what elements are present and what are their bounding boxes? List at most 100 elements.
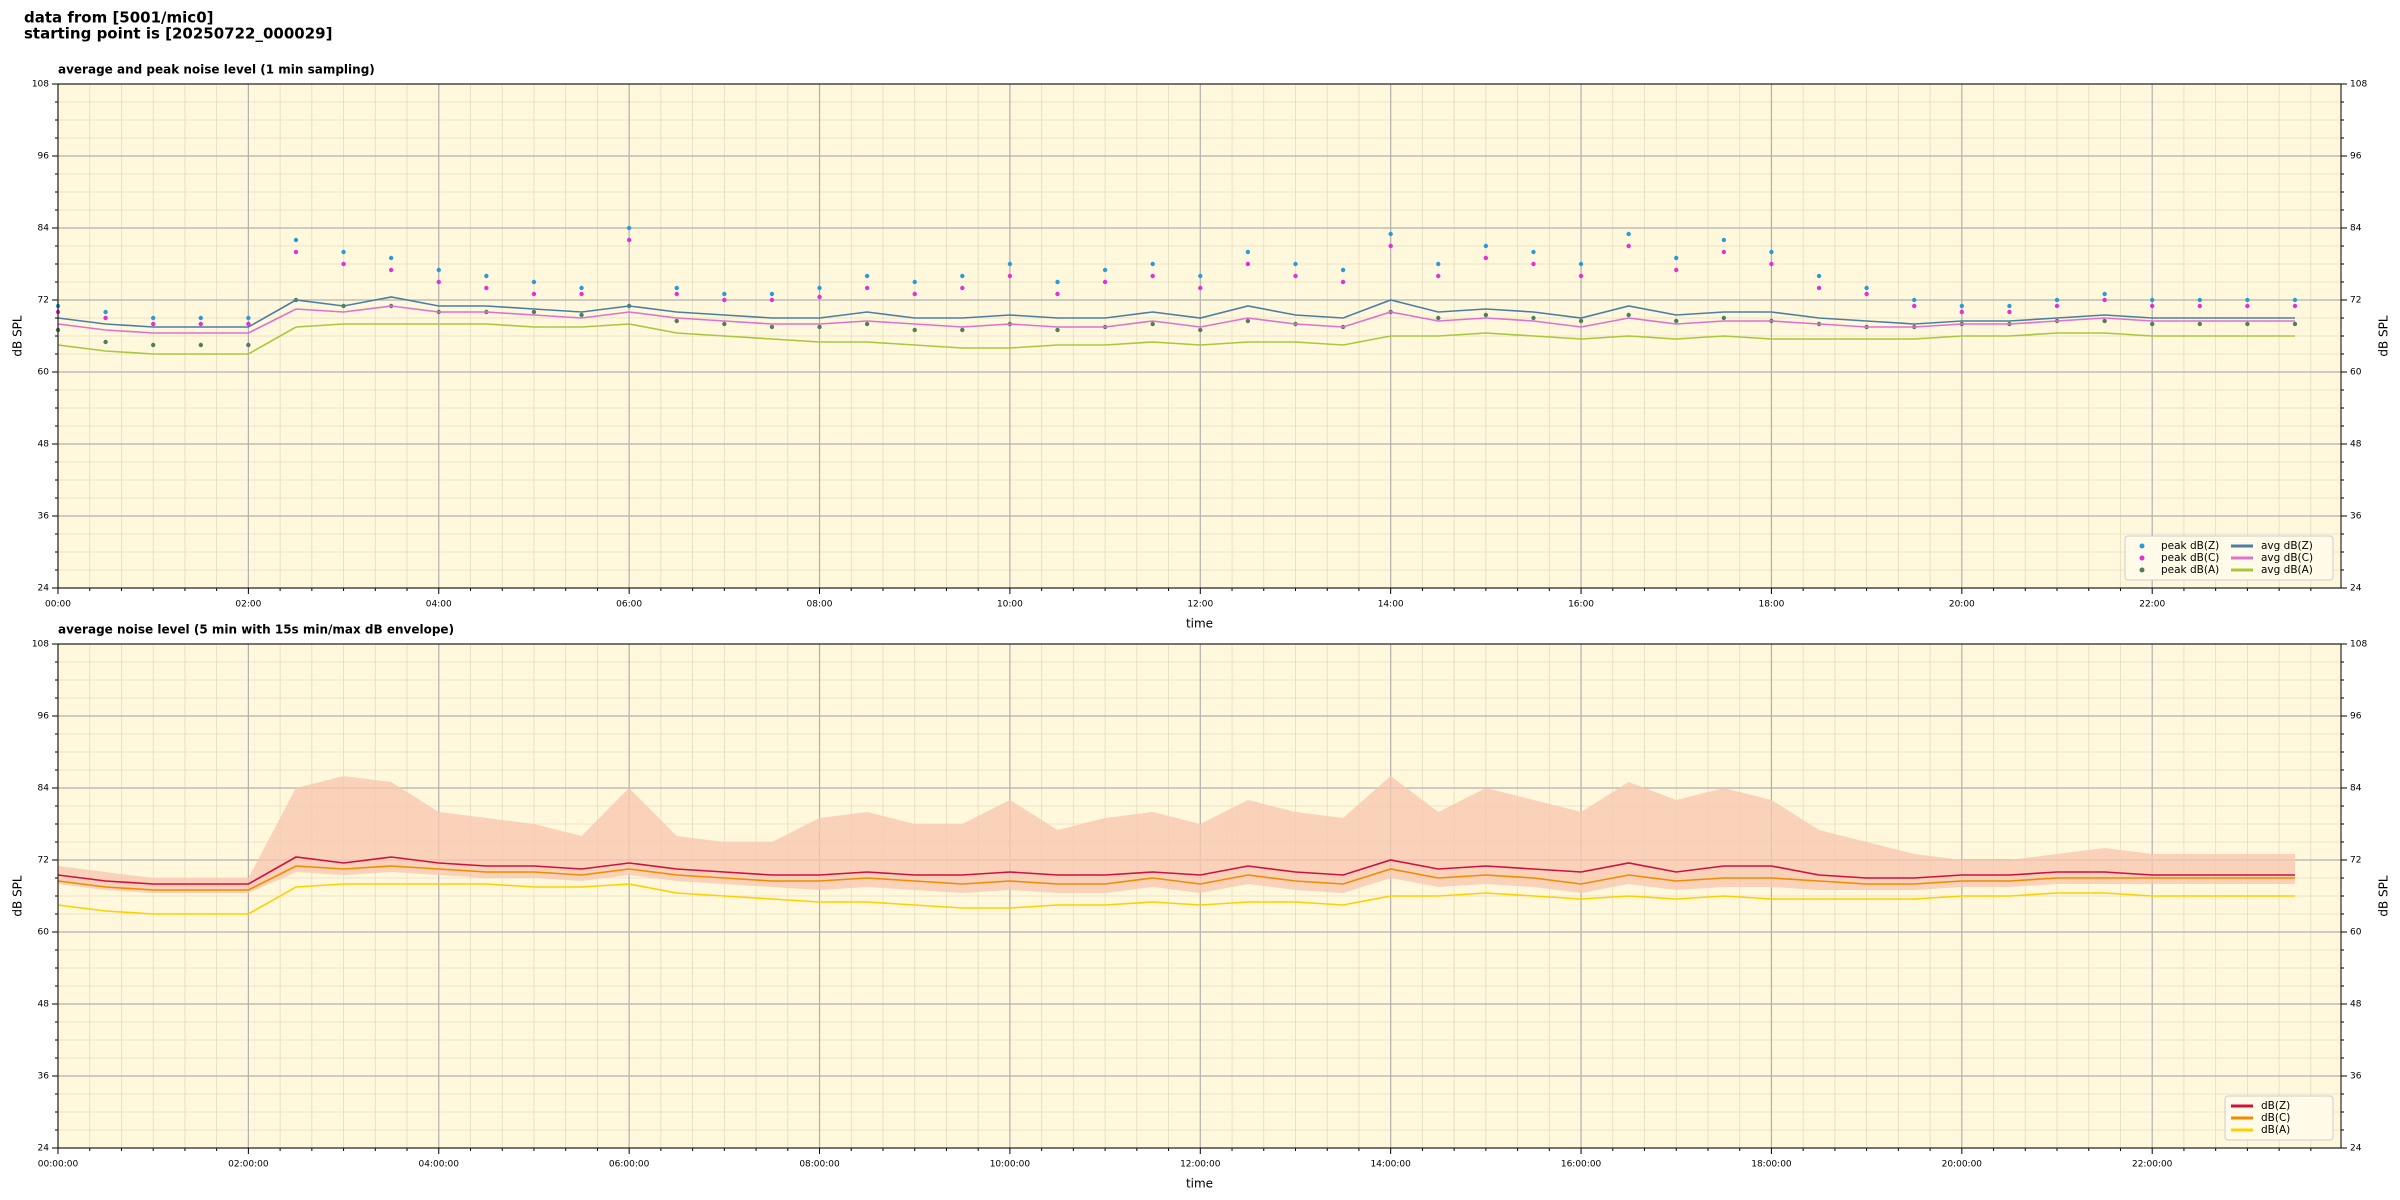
y-tick-label: 96	[38, 152, 50, 162]
peak-point	[1769, 261, 1774, 267]
x-tick-label: 20:00:00	[1942, 1160, 1983, 1170]
peak-point	[2245, 303, 2250, 309]
legend-swatch	[2139, 555, 2145, 561]
y-tick-label: 84	[2350, 224, 2362, 234]
peak-point	[1007, 273, 1013, 279]
y-tick-label: 24	[38, 1144, 50, 1154]
x-tick-label: 06:00:00	[609, 1160, 650, 1170]
peak-point	[198, 321, 203, 327]
peak-point	[2102, 291, 2107, 297]
x-axis-label: time	[1186, 617, 1213, 631]
peak-point	[388, 267, 394, 273]
series-line	[57, 296, 2295, 328]
peak-point	[293, 249, 299, 255]
peak-point	[769, 324, 775, 330]
peak-point	[1721, 249, 1727, 255]
peak-point	[1721, 237, 1727, 243]
peak-point	[2102, 318, 2107, 324]
peak-point	[293, 237, 299, 243]
x-tick-label: 00:00	[45, 600, 71, 610]
peak-point	[103, 315, 108, 321]
legend-label: peak dB(C)	[2161, 552, 2219, 564]
peak-point	[1912, 297, 1917, 303]
y-tick-label: 48	[2350, 1000, 2362, 1010]
peak-point	[198, 342, 203, 348]
peak-point	[246, 315, 251, 321]
x-tick-label: 20:00	[1949, 600, 1975, 610]
peak-point	[674, 285, 679, 291]
peak-point	[2054, 297, 2060, 303]
peak-point	[1198, 273, 1203, 279]
peak-point	[1245, 318, 1251, 324]
y-tick-label: 108	[2350, 640, 2367, 650]
y-tick-label: 108	[32, 640, 49, 650]
peak-point	[388, 255, 394, 261]
peak-point	[960, 273, 965, 279]
series-line	[57, 865, 2295, 891]
legend-label: avg dB(C)	[2261, 552, 2313, 564]
series-line	[57, 305, 2295, 334]
series-line	[57, 856, 2295, 885]
peak-point	[1198, 285, 1203, 291]
y-axis-label: dB SPL	[2377, 315, 2391, 357]
y-tick-label: 72	[38, 856, 49, 866]
x-tick-label: 14:00:00	[1370, 1160, 1411, 1170]
plot-frame	[57, 643, 2342, 1149]
peak-point	[769, 291, 775, 297]
peak-point	[2102, 297, 2107, 303]
chart-title: average noise level (5 min with 15s min/…	[58, 623, 454, 637]
peak-point	[1388, 231, 1393, 237]
peak-point	[2197, 297, 2202, 303]
peak-point	[531, 291, 537, 297]
peak-point	[960, 327, 965, 333]
x-tick-label: 04:00	[426, 600, 452, 610]
peak-point	[674, 291, 679, 297]
y-tick-label: 72	[38, 296, 49, 306]
peak-point	[1531, 261, 1536, 267]
peak-point	[1245, 249, 1251, 255]
peak-point	[2292, 303, 2298, 309]
y-tick-label: 60	[2350, 928, 2362, 938]
x-tick-label: 14:00	[1378, 600, 1404, 610]
peak-point	[626, 237, 632, 243]
peak-point	[1293, 273, 1298, 279]
peak-point	[1626, 312, 1631, 318]
peak-point	[1864, 285, 1869, 291]
peak-point	[2245, 297, 2250, 303]
header-line: starting point is [20250722_000029]	[24, 25, 332, 43]
peak-point	[1912, 303, 1917, 309]
y-tick-label: 48	[38, 440, 50, 450]
peak-point	[103, 339, 108, 345]
peak-point	[2197, 321, 2202, 327]
legend-label: avg dB(Z)	[2261, 540, 2313, 552]
peak-point	[579, 312, 584, 318]
header-line: data from [5001/mic0]	[24, 9, 214, 27]
peak-point	[1483, 243, 1489, 249]
y-tick-label: 84	[38, 784, 50, 794]
peak-point	[1578, 261, 1584, 267]
peak-point	[1055, 291, 1060, 297]
peak-point	[674, 318, 679, 324]
peak-point	[1340, 267, 1346, 273]
peak-point	[1055, 327, 1060, 333]
x-tick-label: 18:00:00	[1751, 1160, 1792, 1170]
peak-point	[150, 342, 156, 348]
peak-point	[1055, 279, 1060, 285]
plot-marks	[57, 776, 2295, 915]
peak-point	[769, 297, 775, 303]
y-axis-label: dB SPL	[11, 875, 25, 917]
peak-point	[1293, 261, 1298, 267]
x-tick-label: 00:00:00	[38, 1160, 79, 1170]
peak-point	[2007, 309, 2012, 315]
peak-point	[1531, 315, 1536, 321]
peak-point	[1150, 261, 1155, 267]
peak-point	[1674, 255, 1679, 261]
peak-point	[579, 291, 584, 297]
peak-point	[817, 285, 822, 291]
peak-point	[1102, 279, 1108, 285]
y-tick-label: 36	[38, 512, 50, 522]
peak-point	[912, 279, 917, 285]
y-tick-label: 96	[2350, 712, 2362, 722]
peak-point	[1436, 273, 1441, 279]
